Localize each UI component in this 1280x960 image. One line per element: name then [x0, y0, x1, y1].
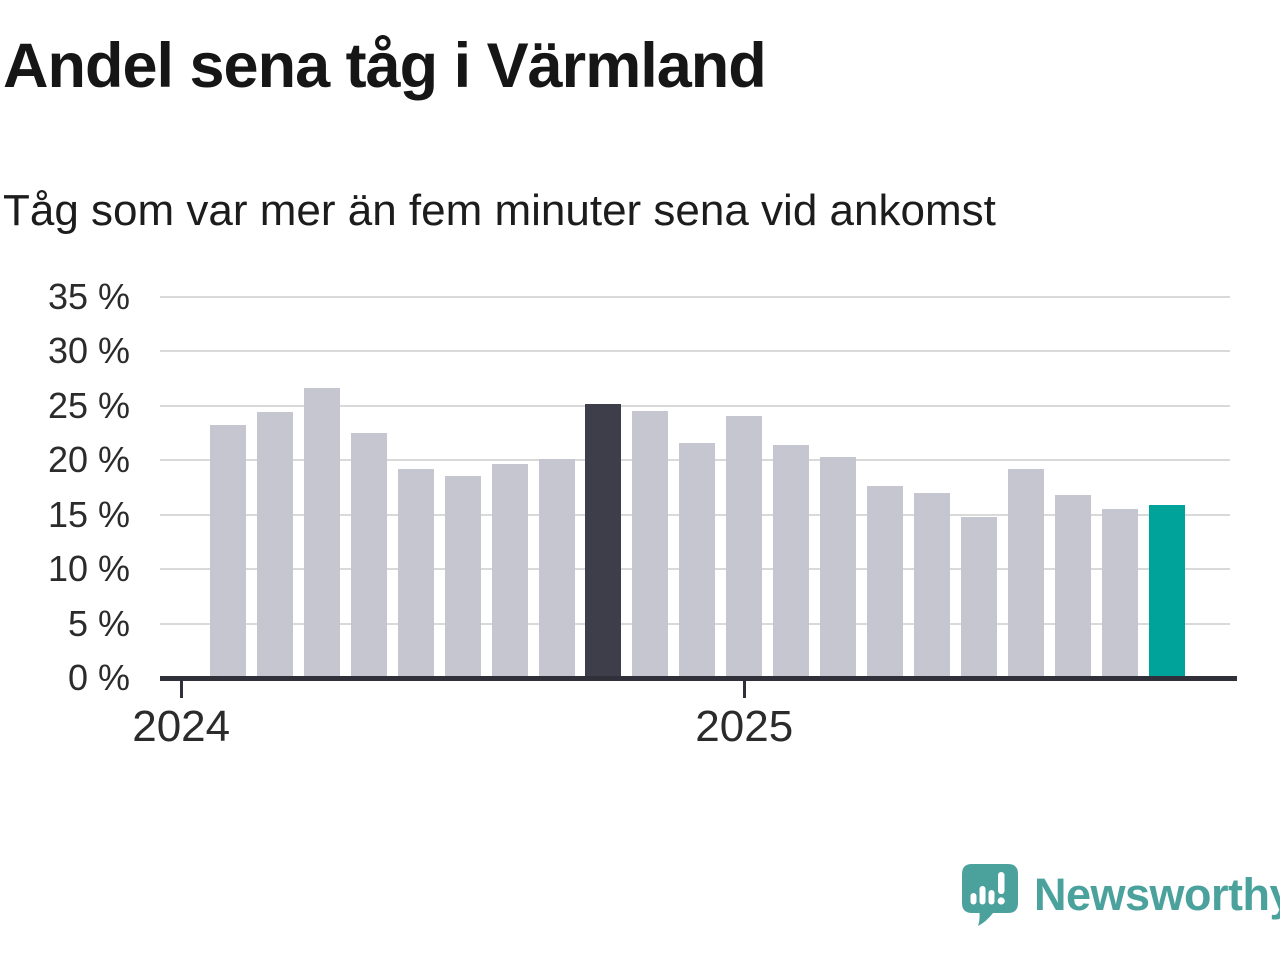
bar [679, 442, 716, 678]
bar [1148, 504, 1185, 678]
bar [257, 412, 294, 678]
bar [397, 468, 434, 678]
bar [1101, 509, 1138, 678]
x-axis-line [160, 676, 1237, 681]
y-gridline [160, 350, 1230, 353]
chart-title: Andel sena tåg i Värmland [3, 31, 767, 101]
y-axis-label: 5 % [67, 602, 130, 644]
bar [444, 475, 481, 678]
bar [538, 459, 575, 678]
bar [303, 388, 340, 678]
y-axis-label: 35 % [47, 276, 130, 317]
y-axis-label: 30 % [47, 330, 130, 372]
bar [913, 492, 950, 678]
bar [960, 516, 997, 678]
bar [1054, 495, 1091, 678]
bar [1007, 468, 1044, 678]
x-axis-tick [742, 681, 746, 698]
newsworthy-logo: Newsworthy [960, 862, 1280, 928]
newsworthy-wordmark: Newsworthy [1034, 869, 1280, 920]
y-axis-label: 25 % [47, 384, 130, 426]
x-axis-label: 2024 [132, 702, 231, 751]
y-gridline [160, 296, 1230, 298]
y-axis-label: 0 % [67, 657, 130, 698]
y-axis-label: 10 % [47, 548, 130, 590]
bar [726, 415, 763, 678]
bar [867, 486, 903, 678]
bar [773, 445, 810, 678]
y-axis-label: 15 % [47, 493, 130, 535]
bar [585, 403, 622, 678]
bar [632, 411, 669, 678]
chart-subtitle: Tåg som var mer än fem minuter sena vid … [3, 186, 996, 235]
y-axis-label: 20 % [47, 439, 130, 481]
newsworthy-bubble-chart-icon [960, 862, 1020, 928]
y-gridline [160, 404, 1230, 407]
x-axis-tick [179, 681, 183, 698]
bar [350, 433, 387, 678]
x-axis-label: 2025 [695, 702, 794, 751]
bar [210, 425, 247, 678]
bar [491, 463, 528, 678]
bar [820, 457, 857, 678]
